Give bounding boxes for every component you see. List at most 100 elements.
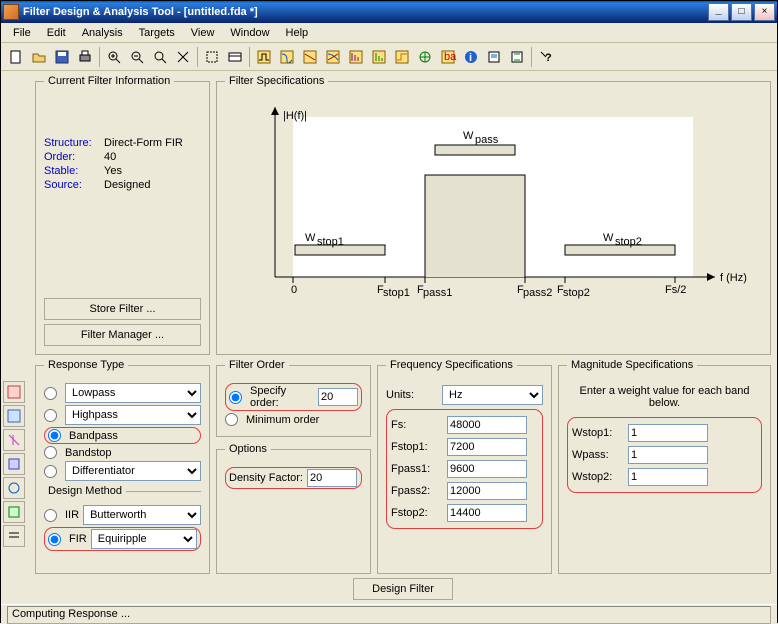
spec-mask-icon[interactable] <box>253 46 275 68</box>
options-group: Options Density Factor: <box>216 443 371 574</box>
lt-spec-icon[interactable] <box>3 381 25 403</box>
svg-text:stop2: stop2 <box>615 236 642 248</box>
minimum-order-radio[interactable] <box>225 413 238 426</box>
fpass2-label: Fpass2: <box>391 485 441 497</box>
iir-label: IIR <box>65 509 79 521</box>
props-icon[interactable] <box>224 46 246 68</box>
fs-input[interactable] <box>447 416 527 434</box>
fir-radio[interactable] <box>48 533 61 546</box>
select-icon[interactable] <box>201 46 223 68</box>
filter-manager-button[interactable]: Filter Manager ... <box>44 324 201 346</box>
new-icon[interactable] <box>5 46 27 68</box>
lt-phase-icon[interactable] <box>3 429 25 451</box>
mag-resp-icon[interactable] <box>276 46 298 68</box>
frequency-specifications-group: Frequency Specifications Units:Hz Fs: Fs… <box>377 359 552 574</box>
lowpass-radio[interactable] <box>44 387 57 400</box>
lt-imp-icon[interactable] <box>3 477 25 499</box>
step-icon[interactable] <box>391 46 413 68</box>
fpass2-input[interactable] <box>447 482 527 500</box>
magnitude-specifications-group: Magnitude Specifications Enter a weight … <box>558 359 771 574</box>
design-method-group: Design Method IIRButterworth FIREquiripp… <box>44 485 201 553</box>
menu-analysis[interactable]: Analysis <box>74 25 131 41</box>
help-icon[interactable]: ? <box>535 46 557 68</box>
iir-radio[interactable] <box>44 509 57 522</box>
minimize-button[interactable]: _ <box>708 3 729 21</box>
current-filter-info-legend: Current Filter Information <box>44 75 174 87</box>
fstop2-input[interactable] <box>447 504 527 522</box>
units-label: Units: <box>386 389 436 401</box>
info-icon[interactable]: i <box>460 46 482 68</box>
svg-text:pass1: pass1 <box>423 287 452 299</box>
separator <box>249 47 250 67</box>
main-panel: Current Filter Information Structure:Dir… <box>29 71 777 604</box>
design-filter-button[interactable]: Design Filter <box>353 578 453 600</box>
structure-label: Structure: <box>44 137 104 149</box>
filter-specifications-group: Filter Specifications <box>216 75 771 355</box>
specify-order-radio[interactable] <box>229 391 242 404</box>
zoom-out-icon[interactable] <box>126 46 148 68</box>
export-icon[interactable] <box>483 46 505 68</box>
bandstop-radio[interactable] <box>44 446 57 459</box>
source-label: Source: <box>44 179 104 191</box>
filter-spec-legend: Filter Specifications <box>225 75 328 87</box>
maximize-button[interactable]: □ <box>731 3 752 21</box>
zoom-x-icon[interactable] <box>149 46 171 68</box>
svg-text:stop1: stop1 <box>317 236 344 248</box>
group-delay-icon[interactable] <box>345 46 367 68</box>
svg-text:i: i <box>469 52 472 64</box>
save-icon[interactable] <box>51 46 73 68</box>
wpass-label: Wpass: <box>572 449 622 461</box>
fir-select[interactable]: Equiripple <box>91 529 197 549</box>
lowpass-select[interactable]: Lowpass <box>65 383 201 403</box>
menu-edit[interactable]: Edit <box>39 25 74 41</box>
differentiator-radio[interactable] <box>44 465 57 478</box>
menu-file[interactable]: File <box>5 25 39 41</box>
menu-window[interactable]: Window <box>222 25 277 41</box>
lt-grp-icon[interactable] <box>3 453 25 475</box>
bandpass-radio[interactable] <box>48 429 61 442</box>
svg-text:W: W <box>463 130 474 142</box>
lt-pz-icon[interactable] <box>3 501 25 523</box>
wstop2-input[interactable] <box>628 468 708 486</box>
wstop1-label: Wstop1: <box>572 427 622 439</box>
close-button[interactable]: × <box>754 3 775 21</box>
units-select[interactable]: Hz <box>442 385 543 405</box>
print-icon[interactable] <box>74 46 96 68</box>
mag-spec-legend: Magnitude Specifications <box>567 359 697 371</box>
freq-icon[interactable]: ba <box>437 46 459 68</box>
stable-label: Stable: <box>44 165 104 177</box>
fstop1-input[interactable] <box>447 438 527 456</box>
open-icon[interactable] <box>28 46 50 68</box>
wstop1-input[interactable] <box>628 424 708 442</box>
pole-zero-icon[interactable] <box>414 46 436 68</box>
iir-select[interactable]: Butterworth <box>83 505 201 525</box>
mag-phase-icon[interactable] <box>322 46 344 68</box>
menu-view[interactable]: View <box>183 25 223 41</box>
svg-text:?: ? <box>545 52 552 64</box>
menu-targets[interactable]: Targets <box>131 25 183 41</box>
sos-icon[interactable] <box>506 46 528 68</box>
specify-order-input[interactable] <box>318 388 358 406</box>
zoom-full-icon[interactable] <box>172 46 194 68</box>
structure-value: Direct-Form FIR <box>104 137 183 149</box>
left-toolbar <box>1 71 29 604</box>
zoom-in-icon[interactable] <box>103 46 125 68</box>
filter-order-legend: Filter Order <box>225 359 289 371</box>
phase-resp-icon[interactable] <box>299 46 321 68</box>
order-label: Order: <box>44 151 104 163</box>
menu-help[interactable]: Help <box>278 25 317 41</box>
lt-mag-icon[interactable] <box>3 405 25 427</box>
fstop1-label: Fstop1: <box>391 441 441 453</box>
store-filter-button[interactable]: Store Filter ... <box>44 298 201 320</box>
highpass-select[interactable]: Highpass <box>65 405 201 425</box>
impulse-icon[interactable] <box>368 46 390 68</box>
differentiator-select[interactable]: Differentiator <box>65 461 201 481</box>
fpass1-input[interactable] <box>447 460 527 478</box>
svg-text:ba: ba <box>444 51 457 63</box>
current-filter-info-group: Current Filter Information Structure:Dir… <box>35 75 210 355</box>
wpass-input[interactable] <box>628 446 708 464</box>
lt-coef-icon[interactable] <box>3 525 25 547</box>
fpass1-label: Fpass1: <box>391 463 441 475</box>
density-factor-input[interactable] <box>307 469 357 487</box>
highpass-radio[interactable] <box>44 409 57 422</box>
